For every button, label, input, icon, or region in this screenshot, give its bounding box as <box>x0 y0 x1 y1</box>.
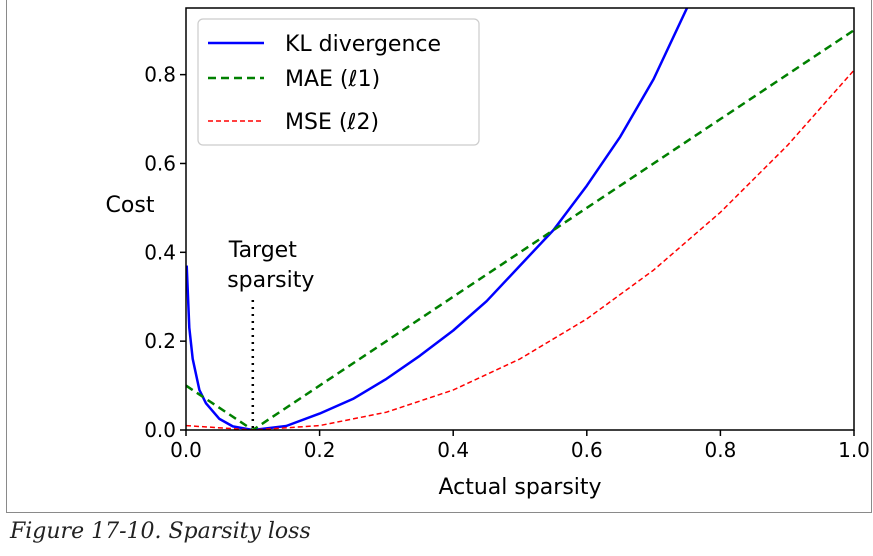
y-axis-label: Cost <box>106 193 155 218</box>
y-tick-label-1: 0.2 <box>144 329 176 353</box>
x-tick-label-4: 0.8 <box>704 438 736 462</box>
y-tick-label-0: 0.0 <box>144 418 176 442</box>
series-line-2 <box>186 69 854 430</box>
y-tick-label-4: 0.8 <box>144 63 176 87</box>
series-line-0 <box>186 8 689 430</box>
annotation-sparsity: sparsity <box>227 268 314 293</box>
x-tick-label-5: 1.0 <box>838 438 870 462</box>
y-tick-label-2: 0.4 <box>144 240 176 264</box>
y-tick-label-3: 0.6 <box>144 151 176 175</box>
figure-frame <box>6 0 872 513</box>
x-tick-label-2: 0.4 <box>437 438 469 462</box>
x-tick-label-0: 0.0 <box>170 438 202 462</box>
legend-box <box>197 18 480 146</box>
plot-frame <box>185 7 855 431</box>
legend: KL divergence MAE (ℓ1) MSE (ℓ2) <box>197 18 480 146</box>
figure-caption: Figure 17-10. Sparsity loss <box>10 519 311 544</box>
annotation-target: Target <box>228 238 297 263</box>
series-layer <box>186 8 854 430</box>
x-tick-label-1: 0.2 <box>304 438 336 462</box>
series-line-1 <box>186 29 854 430</box>
x-tick-label-3: 0.6 <box>571 438 603 462</box>
axis-ticks: 0.0 0.2 0.4 0.6 0.8 1.0 0.0 0.2 0.4 0.6 0.8 <box>144 63 870 462</box>
legend-label-kl: KL divergence <box>285 32 441 57</box>
sparsity-loss-chart: 0.0 0.2 0.4 0.6 0.8 1.0 0.0 0.2 0.4 0.6 0.8 Target… <box>106 7 870 500</box>
legend-label-mse: MSE (ℓ2) <box>285 110 379 135</box>
x-axis-label: Actual sparsity <box>438 475 601 500</box>
legend-label-mae: MAE (ℓ1) <box>285 67 380 92</box>
